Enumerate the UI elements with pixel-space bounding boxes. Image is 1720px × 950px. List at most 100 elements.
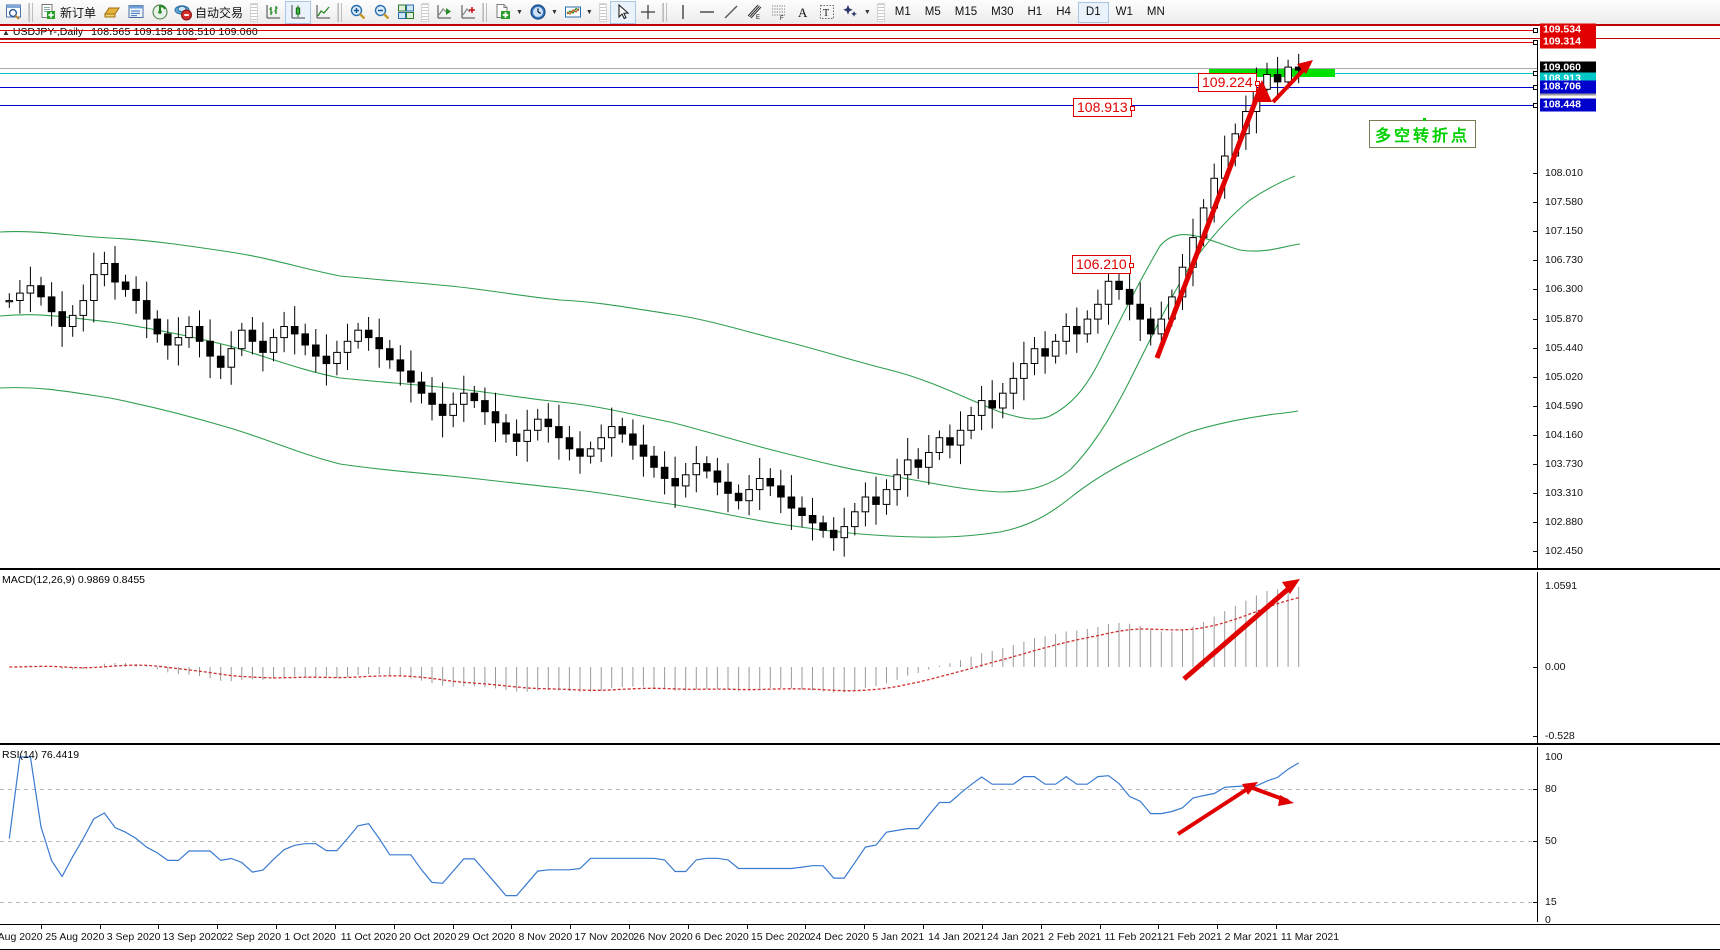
x-tick-mark xyxy=(746,925,748,929)
macd-pane[interactable]: MACD(12,26,9) 0.9869 0.8455 1.0591 0.00 … xyxy=(0,572,1720,745)
toolbar-grip xyxy=(421,2,430,22)
timeframe-m1[interactable]: M1 xyxy=(894,6,911,18)
hline-109-314[interactable] xyxy=(0,40,1538,45)
price-tick-107-150: 107.150 xyxy=(1545,225,1583,238)
collapse-icon[interactable]: ▲ xyxy=(2,27,10,37)
resistance-zone[interactable] xyxy=(1209,69,1335,77)
hline-109-534[interactable] xyxy=(0,28,1538,33)
rsi-tick-15: 15 xyxy=(1545,896,1557,908)
x-axis-label: 13 Sep 2020 xyxy=(162,931,223,943)
chart-shift-icon[interactable] xyxy=(456,1,480,24)
text-label-button[interactable]: T xyxy=(815,1,839,24)
price-tag-108-706[interactable]: 108.706 xyxy=(1540,80,1596,94)
macd-axis[interactable] xyxy=(1537,572,1538,745)
bar-chart-icon[interactable] xyxy=(261,1,285,24)
rsi-level-80 xyxy=(0,789,1537,790)
hline-108-448[interactable] xyxy=(0,103,1538,108)
market-watch-icon[interactable] xyxy=(2,1,26,24)
zoom-out-icon[interactable] xyxy=(370,1,394,24)
auto-trading-button[interactable]: 自动交易 xyxy=(172,1,247,24)
timeframe-m5[interactable]: M5 xyxy=(924,6,941,18)
x-axis-label: 8 Nov 2020 xyxy=(518,931,573,943)
toolbar-separator xyxy=(337,2,345,22)
toolbar-divider xyxy=(0,24,1720,26)
x-tick-mark xyxy=(1217,925,1219,929)
chevron-down-icon[interactable]: ▼ xyxy=(585,8,593,16)
rsi-pane[interactable]: RSI(14) 76.4419 100 80 50 15 0 xyxy=(0,747,1720,926)
macd-label: MACD(12,26,9) 0.9869 0.8455 xyxy=(2,574,146,586)
hline-108-913[interactable] xyxy=(0,71,1538,76)
macd-tick-0: 0.00 xyxy=(1545,661,1566,673)
terminal-window-icon[interactable] xyxy=(124,1,148,24)
price-tag-109-060[interactable]: 109.060 xyxy=(1540,61,1596,75)
candlestick-chart-icon[interactable] xyxy=(285,0,312,24)
price-pane[interactable]: 109.224 108.913 106.210 多空转折点 109.534 10… xyxy=(0,23,1720,570)
callout-108-913[interactable]: 108.913 xyxy=(1073,98,1135,117)
new-chart-button[interactable]: ▼ xyxy=(491,1,526,24)
timeframe-m15[interactable]: M15 xyxy=(954,6,978,18)
price-tick-mark xyxy=(1533,173,1537,174)
macd-trend-arrow-svg xyxy=(1182,579,1300,681)
chevron-down-icon[interactable]: ▼ xyxy=(516,8,523,16)
trendline-button[interactable] xyxy=(719,1,743,24)
timeframe-h4[interactable]: H4 xyxy=(1056,6,1071,18)
chart-area[interactable]: 109.224 108.913 106.210 多空转折点 109.534 10… xyxy=(0,23,1720,950)
shapes-button[interactable]: ▼ xyxy=(839,1,874,24)
timeframe-w1[interactable]: W1 xyxy=(1115,6,1133,18)
up-trend-arrow-line xyxy=(1154,80,1272,359)
text-button[interactable]: A xyxy=(791,1,815,24)
x-axis-label: 21 Feb 2021 xyxy=(1162,931,1222,943)
x-tick-mark xyxy=(40,925,42,929)
new-order-button[interactable]: 新订单 xyxy=(37,1,100,24)
price-axis[interactable] xyxy=(1537,40,1538,570)
gold-bar-icon[interactable] xyxy=(100,1,124,24)
x-axis-label: 29 Oct 2020 xyxy=(457,931,516,943)
price-tick-mark xyxy=(1533,318,1537,320)
timeframe-h1[interactable]: H1 xyxy=(1027,6,1043,18)
equidistant-channel-button[interactable]: E xyxy=(743,1,767,24)
x-tick-mark xyxy=(1276,925,1277,929)
x-axis-label: 22 Sep 2020 xyxy=(221,931,282,943)
timeframe-m30[interactable]: M30 xyxy=(991,6,1014,18)
chevron-down-icon[interactable]: ▼ xyxy=(550,8,558,16)
text-note-turning-point[interactable]: 多空转折点 xyxy=(1369,118,1477,148)
price-tick-mark xyxy=(1533,260,1537,262)
svg-text:E: E xyxy=(756,15,760,21)
periodicity-button[interactable]: ▼ xyxy=(526,1,561,24)
x-axis-label: 25 Aug 2020 xyxy=(45,931,105,943)
cursor-button[interactable] xyxy=(609,0,636,24)
macd-pane-top-border xyxy=(0,568,1720,570)
price-tag-108-448[interactable]: 108.448 xyxy=(1540,98,1596,112)
line-chart-icon[interactable] xyxy=(311,1,335,24)
symbol-divider xyxy=(0,38,1720,39)
auto-scroll-icon[interactable] xyxy=(432,1,456,24)
timeframe-d1[interactable]: D1 xyxy=(1077,1,1109,23)
hline-108-870[interactable] xyxy=(0,68,1537,69)
rsi-axis[interactable] xyxy=(1537,747,1538,922)
price-tick-106-300: 106.300 xyxy=(1545,283,1583,296)
zoom-in-icon[interactable] xyxy=(346,1,370,24)
chevron-down-icon[interactable]: ▼ xyxy=(863,8,871,16)
vertical-line-button[interactable] xyxy=(671,1,695,24)
fibonacci-button[interactable]: F xyxy=(767,1,791,24)
text-note-turning-point-text: 多空转折点 xyxy=(1375,128,1471,145)
callout-109-224[interactable]: 109.224 xyxy=(1198,73,1260,92)
callout-106-210-text: 106.210 xyxy=(1076,256,1127,272)
price-tick-103-310: 103.310 xyxy=(1545,487,1583,500)
price-tag-109-314[interactable]: 109.314 xyxy=(1540,35,1596,49)
symbol-ohlc: 108.565 109.158 108.510 109.060 xyxy=(91,26,258,38)
crosshair-button[interactable] xyxy=(636,1,660,24)
callout-106-210[interactable]: 106.210 xyxy=(1072,255,1134,274)
hline-108-706[interactable] xyxy=(0,85,1538,90)
price-tag-109-534[interactable]: 109.534 xyxy=(1540,23,1596,37)
x-axis-label: 6 Dec 2020 xyxy=(694,931,749,943)
templates-button[interactable]: ▼ xyxy=(561,1,596,24)
timeframe-mn[interactable]: MN xyxy=(1146,6,1165,18)
rsi-line-svg xyxy=(8,756,1300,897)
horizontal-line-button[interactable] xyxy=(695,1,719,24)
signals-radar-icon[interactable] xyxy=(148,1,172,24)
x-tick-mark xyxy=(276,925,278,929)
rsi-tick-0: 0 xyxy=(1545,914,1551,926)
tile-windows-icon[interactable] xyxy=(394,1,418,24)
